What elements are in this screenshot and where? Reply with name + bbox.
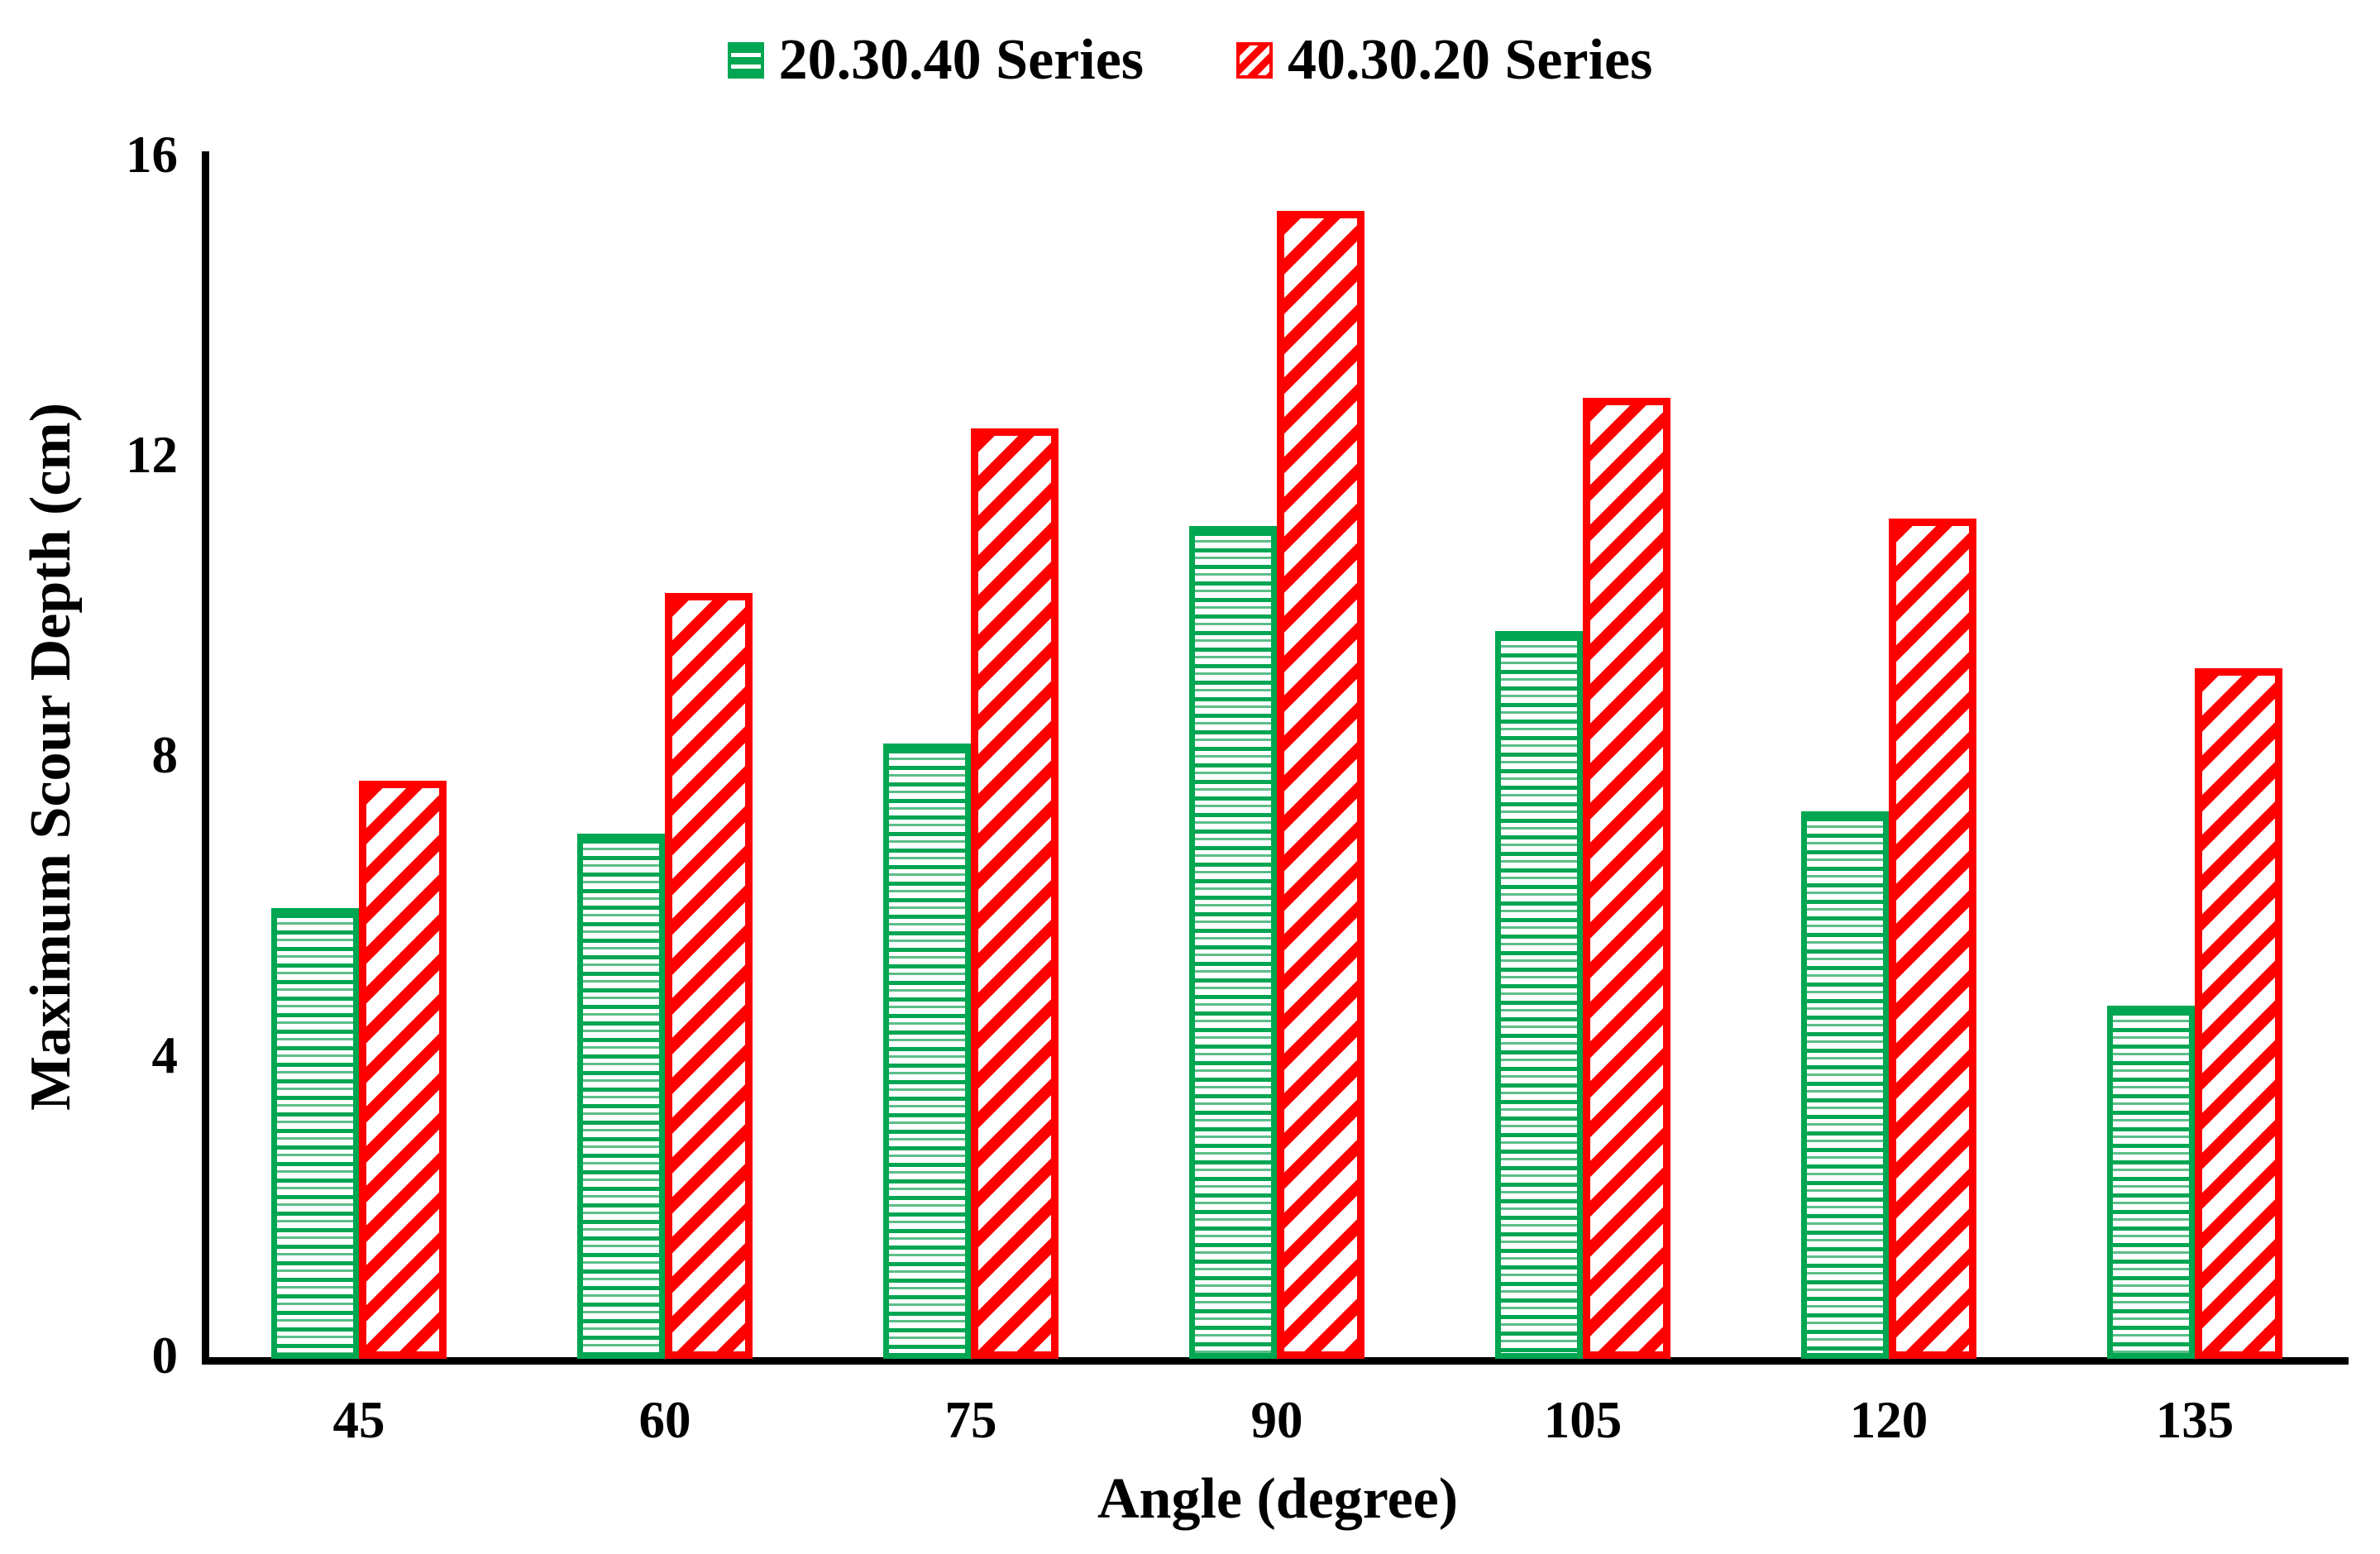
legend-item-series-2: 40.30.20 Series [1236,31,1652,89]
bar-20-30-40-series-105 [1495,631,1583,1359]
legend-label-series-2: 40.30.20 Series [1288,28,1653,92]
bar-40-30-20-series-60 [665,593,753,1359]
y-tick-label-0: 0 [151,1327,179,1384]
bar-40-30-20-series-105 [1583,398,1670,1359]
x-axis-line [202,1357,2349,1365]
legend: 20.30.40 Series 40.30.20 Series [0,31,2380,89]
bar-20-30-40-series-90 [1189,526,1277,1359]
bar-40-30-20-series-75 [971,428,1059,1359]
bar-40-30-20-series-45 [359,781,447,1359]
x-axis-title: Angle (degree) [1097,1467,1459,1531]
legend-swatch-red-hatch-icon [1236,42,1273,79]
x-tick-label-105: 105 [1543,1391,1623,1449]
legend-item-series-1: 20.30.40 Series [727,28,1144,92]
y-tick-label-8: 8 [151,726,179,784]
y-tick-label-4: 4 [151,1026,179,1084]
x-tick-label-75: 75 [944,1391,997,1449]
bar-40-30-20-series-135 [2195,668,2282,1359]
bar-20-30-40-series-75 [883,744,971,1359]
x-tick-label-90: 90 [1250,1391,1303,1449]
x-tick-label-135: 135 [2155,1391,2234,1449]
bar-20-30-40-series-120 [1801,811,1889,1359]
legend-label-series-1: 20.30.40 Series [778,28,1144,92]
bar-40-30-20-series-120 [1889,519,1976,1359]
bar-20-30-40-series-60 [577,834,665,1359]
x-tick-label-60: 60 [638,1391,691,1449]
y-tick-label-12: 12 [126,426,178,484]
y-axis-line [202,151,209,1365]
bar-20-30-40-series-135 [2107,1006,2195,1359]
bar-40-30-20-series-90 [1277,211,1364,1359]
x-tick-label-120: 120 [1849,1391,1928,1449]
bar-20-30-40-series-45 [271,908,359,1359]
x-tick-label-45: 45 [332,1391,385,1449]
legend-swatch-green-hatch-icon [727,42,764,79]
y-tick-label-16: 16 [126,126,178,184]
